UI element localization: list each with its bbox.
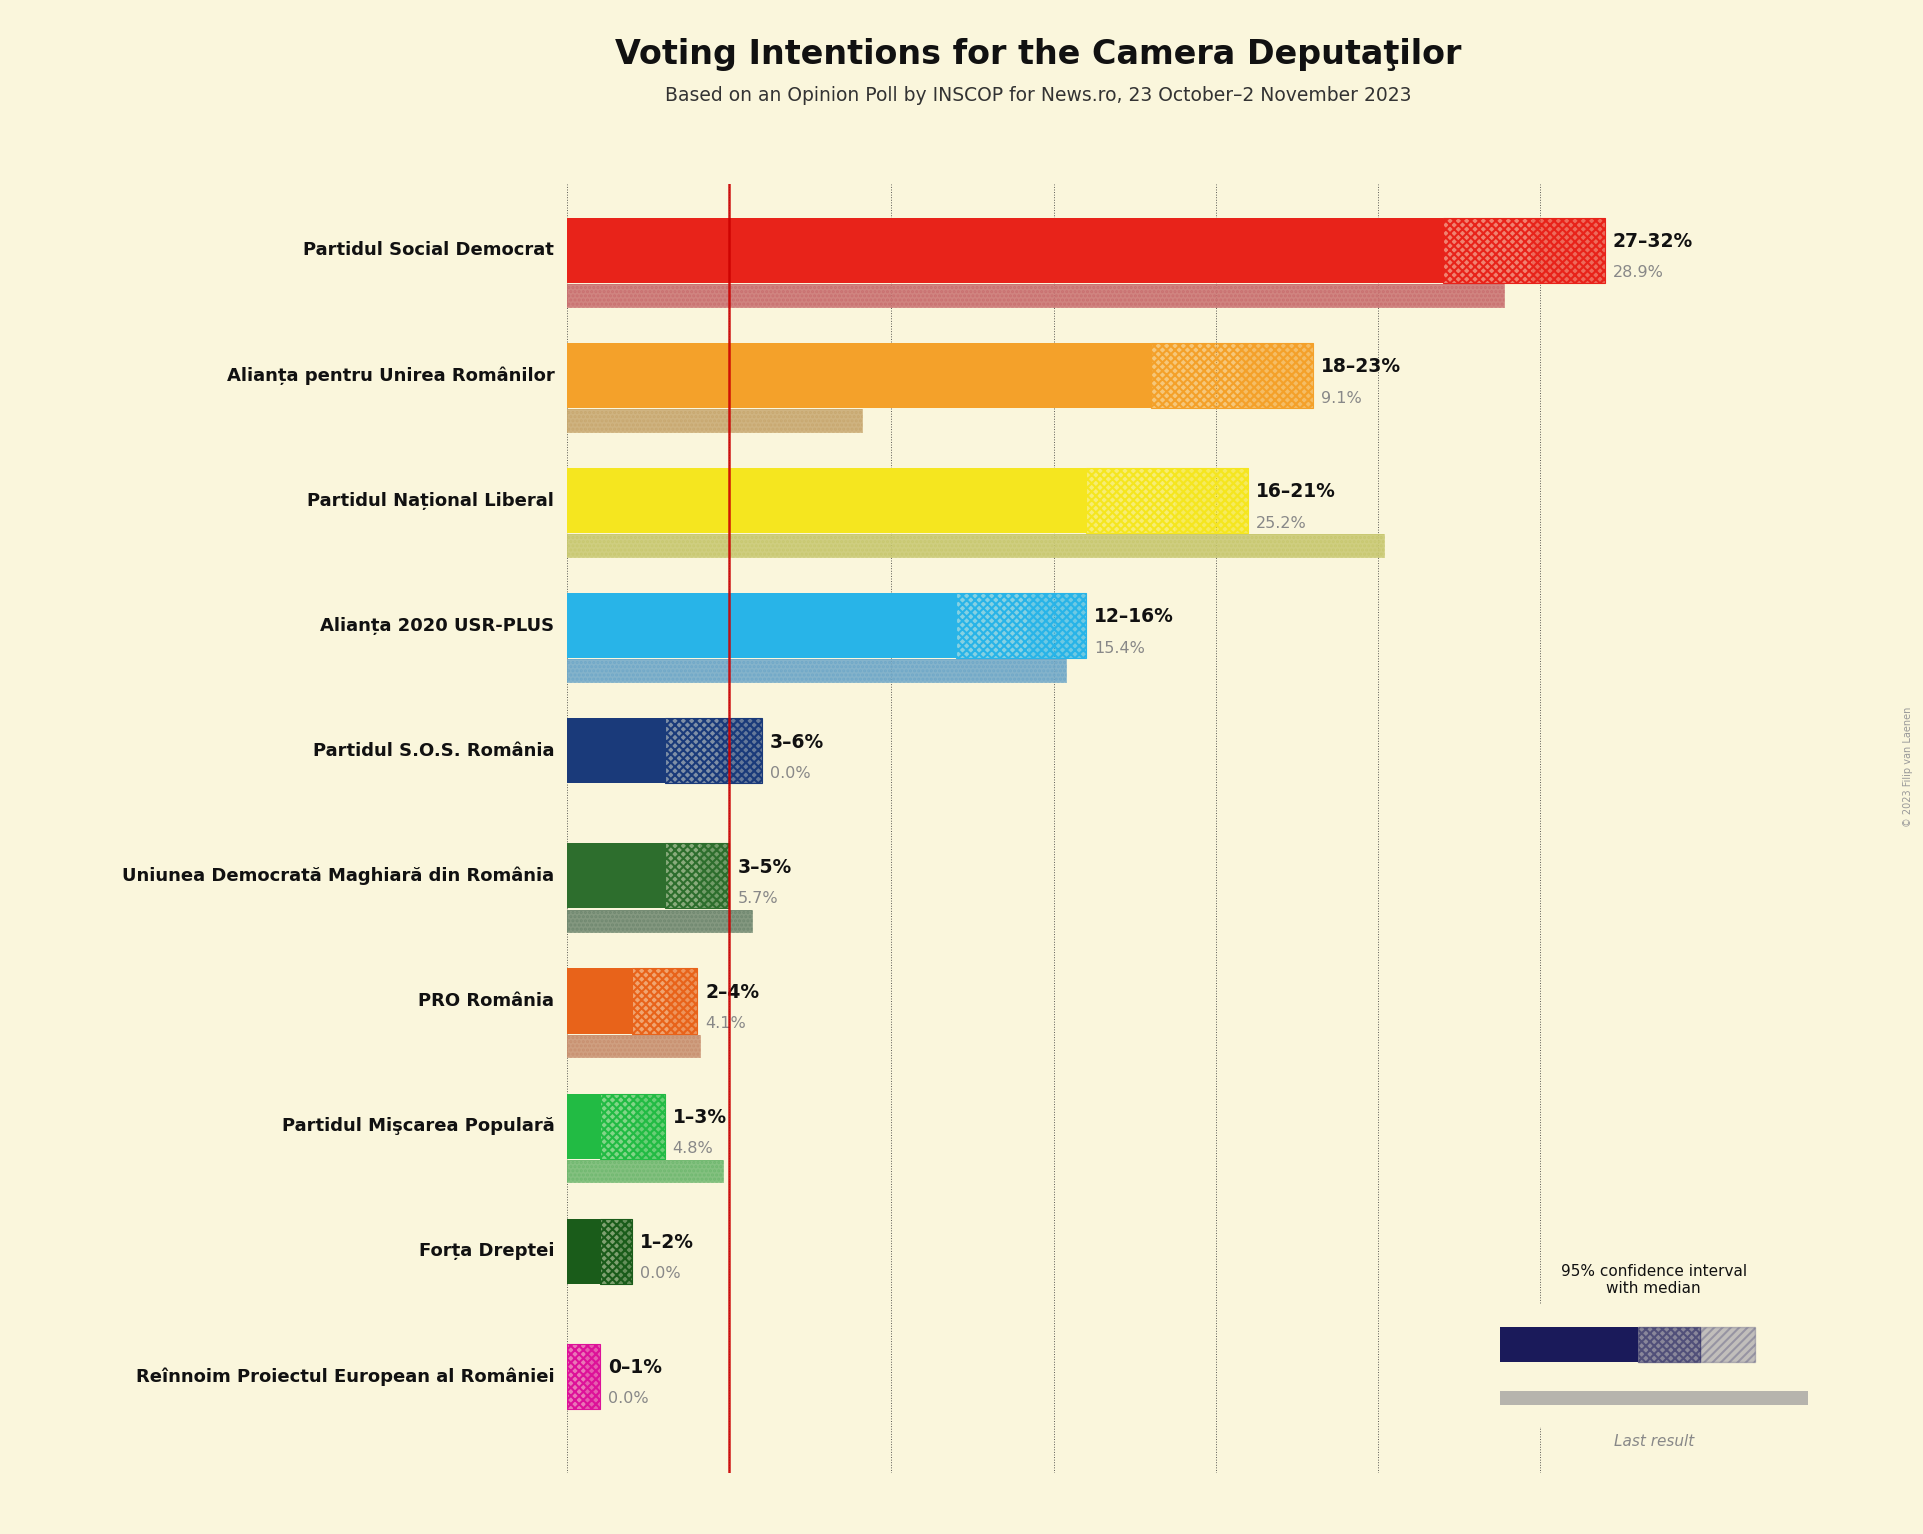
Bar	[1240, 344, 1313, 408]
Text: Uniunea Democrată Maghiară din România: Uniunea Democrată Maghiară din România	[123, 867, 554, 885]
Text: 0.0%: 0.0%	[640, 1266, 681, 1281]
Bar	[1086, 468, 1248, 534]
Bar	[567, 284, 1504, 307]
Text: 0–1%: 0–1%	[608, 1358, 662, 1378]
Bar	[567, 594, 956, 658]
Bar	[717, 718, 762, 784]
Bar	[567, 344, 1150, 408]
Text: 95% confidence interval
with median: 95% confidence interval with median	[1561, 1264, 1746, 1296]
Bar	[567, 1035, 700, 1057]
Bar	[665, 718, 762, 784]
Bar	[567, 910, 752, 933]
Bar	[600, 1218, 633, 1284]
Bar	[600, 1094, 665, 1158]
Text: 27–32%: 27–32%	[1613, 232, 1692, 252]
Bar	[1500, 1327, 1638, 1362]
Text: 1–2%: 1–2%	[640, 1233, 694, 1252]
Bar	[956, 594, 1086, 658]
Bar	[956, 594, 1086, 658]
Bar	[1086, 468, 1248, 534]
Bar	[1638, 1327, 1700, 1362]
Text: 25.2%: 25.2%	[1256, 515, 1308, 531]
Bar	[600, 1218, 633, 1284]
Text: Partidul S.O.S. România: Partidul S.O.S. România	[313, 742, 554, 759]
Text: 5.7%: 5.7%	[738, 891, 779, 907]
Bar	[567, 534, 1385, 557]
Bar	[567, 1094, 600, 1158]
Text: Based on an Opinion Poll by INSCOP for News.ro, 23 October–2 November 2023: Based on an Opinion Poll by INSCOP for N…	[665, 86, 1411, 104]
Text: Last result: Last result	[1613, 1434, 1694, 1450]
Text: Alianța pentru Unirea Românilor: Alianța pentru Unirea Românilor	[227, 367, 554, 385]
Text: 15.4%: 15.4%	[1094, 641, 1144, 655]
Text: 4.8%: 4.8%	[673, 1141, 713, 1157]
Bar	[1175, 468, 1248, 534]
Bar	[567, 1218, 600, 1284]
Bar	[665, 718, 762, 784]
Bar	[567, 1160, 723, 1183]
Text: 12–16%: 12–16%	[1094, 607, 1173, 626]
Bar	[633, 968, 696, 1034]
Bar	[567, 1035, 700, 1057]
Text: 4.1%: 4.1%	[706, 1016, 746, 1031]
Bar	[585, 1344, 600, 1408]
Bar	[567, 410, 862, 431]
Bar	[1150, 344, 1313, 408]
Text: 28.9%: 28.9%	[1613, 265, 1663, 281]
Text: Partidul Social Democrat: Partidul Social Democrat	[304, 241, 554, 259]
Bar	[1442, 218, 1604, 282]
Text: Partidul Național Liberal: Partidul Național Liberal	[308, 491, 554, 509]
Bar	[567, 910, 752, 933]
Bar	[567, 968, 633, 1034]
Bar	[1442, 218, 1604, 282]
Bar	[567, 718, 665, 784]
Bar	[600, 1094, 665, 1158]
Text: 0.0%: 0.0%	[608, 1391, 648, 1407]
Bar	[617, 1218, 633, 1284]
Bar	[1500, 1391, 1808, 1405]
Bar	[567, 218, 1442, 282]
Text: 16–21%: 16–21%	[1256, 482, 1336, 502]
Bar	[665, 844, 729, 908]
Text: 0.0%: 0.0%	[769, 765, 810, 781]
Text: Reînnoim Proiectul European al României: Reînnoim Proiectul European al României	[137, 1367, 554, 1385]
Text: © 2023 Filip van Laenen: © 2023 Filip van Laenen	[1902, 707, 1913, 827]
Text: 3–5%: 3–5%	[738, 858, 792, 876]
Bar	[667, 968, 696, 1034]
Bar	[1533, 218, 1604, 282]
Text: Partidul Mişcarea Populară: Partidul Mişcarea Populară	[281, 1117, 554, 1135]
Bar	[567, 1344, 600, 1408]
Bar	[567, 284, 1504, 307]
Bar	[567, 844, 665, 908]
Text: Forța Dreptei: Forța Dreptei	[419, 1243, 554, 1261]
Bar	[1150, 344, 1313, 408]
Text: 9.1%: 9.1%	[1321, 391, 1361, 405]
Bar	[567, 534, 1385, 557]
Bar	[567, 468, 1086, 534]
Bar	[1700, 1327, 1756, 1362]
Bar	[567, 660, 1067, 683]
Bar	[567, 410, 862, 431]
Bar	[700, 844, 729, 908]
Text: PRO România: PRO România	[419, 992, 554, 1009]
Text: 18–23%: 18–23%	[1321, 357, 1402, 376]
Text: 3–6%: 3–6%	[769, 733, 825, 752]
Bar	[1027, 594, 1086, 658]
Bar	[633, 968, 696, 1034]
Bar	[635, 1094, 665, 1158]
Text: Voting Intentions for the Camera Deputaţilor: Voting Intentions for the Camera Deputaţ…	[615, 38, 1461, 72]
Bar	[567, 660, 1067, 683]
Text: 2–4%: 2–4%	[706, 983, 760, 1002]
Text: 1–3%: 1–3%	[673, 1108, 727, 1127]
Bar	[567, 1160, 723, 1183]
Text: Alianța 2020 USR-PLUS: Alianța 2020 USR-PLUS	[321, 617, 554, 635]
Bar	[567, 1344, 600, 1408]
Bar	[665, 844, 729, 908]
